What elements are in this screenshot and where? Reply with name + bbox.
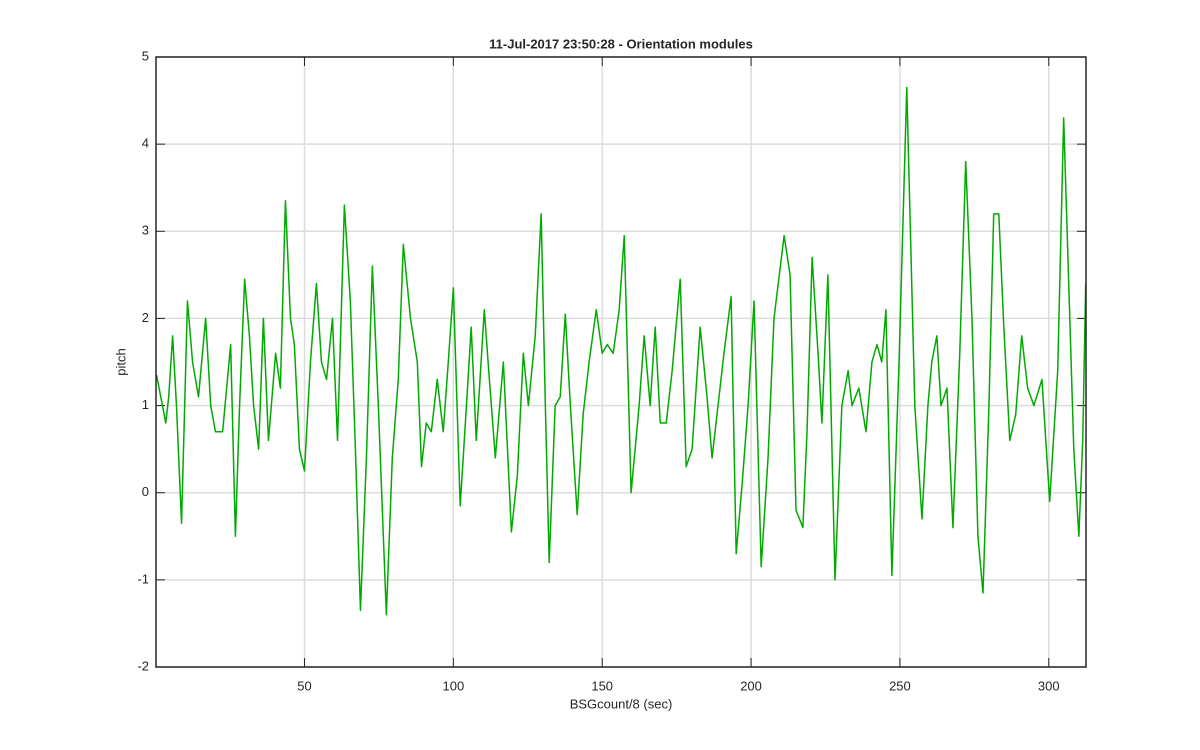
x-tick-label: 150: [591, 678, 613, 693]
x-tick-label: 250: [889, 678, 911, 693]
x-tick-label: 50: [297, 678, 311, 693]
chart-title: 11-Jul-2017 23:50:28 - Orientation modul…: [489, 36, 753, 51]
x-tick-label: 200: [740, 678, 762, 693]
y-tick-label: 4: [142, 136, 149, 151]
y-axis-label: pitch: [113, 348, 128, 375]
data-line: [155, 86, 1087, 616]
y-tick-label: -1: [137, 571, 149, 586]
y-tick-label: 5: [142, 48, 149, 63]
axes-box: [155, 56, 1087, 668]
x-tick-label: 300: [1038, 678, 1060, 693]
y-tick-label: 1: [142, 397, 149, 412]
y-tick-label: 2: [142, 310, 149, 325]
y-tick-label: -2: [137, 658, 149, 673]
x-tick-label: 100: [442, 678, 464, 693]
x-axis-label: BSGcount/8 (sec): [570, 696, 673, 711]
y-tick-label: 0: [142, 484, 149, 499]
y-tick-label: 3: [142, 223, 149, 238]
